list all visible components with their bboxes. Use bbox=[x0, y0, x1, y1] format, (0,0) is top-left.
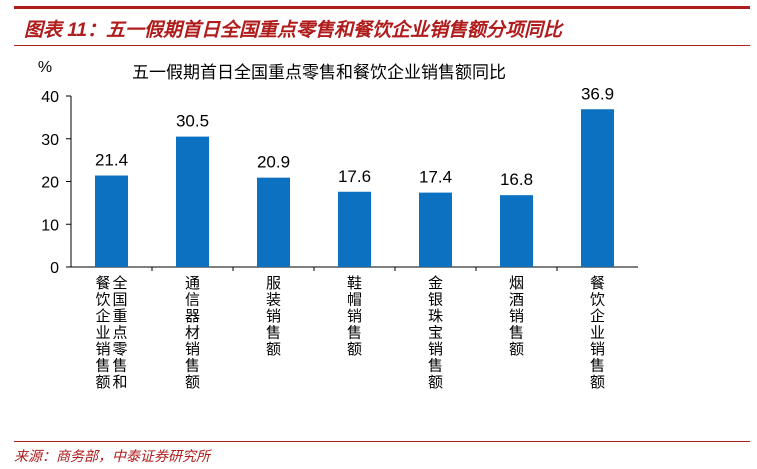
x-category-char: 销 bbox=[185, 341, 200, 358]
bar-value-label: 21.4 bbox=[95, 151, 128, 170]
x-category-char: 餐 bbox=[95, 275, 110, 292]
x-category-char: 信 bbox=[185, 292, 200, 309]
x-category-char: 通 bbox=[185, 275, 200, 292]
x-category-char: 额 bbox=[509, 341, 524, 358]
x-category-char: 材 bbox=[185, 325, 200, 342]
x-category-char: 售 bbox=[590, 358, 605, 375]
x-category-label: 全国重点零售和 餐饮企业销售额 bbox=[95, 274, 127, 391]
x-category-char: 额 bbox=[428, 374, 443, 391]
y-axis-unit-label: % bbox=[38, 59, 52, 76]
x-category-char: 银 bbox=[428, 292, 443, 309]
x-category-char: 饮 bbox=[590, 292, 605, 309]
bar bbox=[500, 195, 533, 267]
x-category-char: 宝 bbox=[428, 325, 443, 342]
x-category-char: 烟 bbox=[509, 275, 524, 292]
bar-value-label: 16.8 bbox=[500, 170, 533, 189]
x-category-char: 售 bbox=[266, 325, 281, 342]
x-category-char: 器 bbox=[185, 308, 200, 325]
x-category-char: 销 bbox=[590, 341, 605, 358]
x-category-char: 和 bbox=[112, 374, 127, 391]
x-category-char: 售 bbox=[95, 358, 110, 375]
x-category-char: 额 bbox=[185, 374, 200, 391]
bar bbox=[419, 192, 452, 267]
bar-value-label: 20.9 bbox=[257, 153, 290, 172]
bar-series: 21.4 30.5 20.9 17.6 17.4 16.8 36.9 bbox=[95, 84, 614, 267]
x-category-char: 售 bbox=[347, 325, 362, 342]
x-axis-labels: 全国重点零售和餐饮企业销售额通信器材销售额服装销售额鞋帽销售额金银珠宝销售额烟酒… bbox=[95, 267, 605, 391]
x-category-char: 业 bbox=[590, 325, 605, 342]
x-category-char: 销 bbox=[347, 308, 362, 325]
figure-title: 图表 11：五一假期首日全国重点零售和餐饮企业销售额分项同比 bbox=[24, 20, 563, 41]
x-category-char: 装 bbox=[266, 292, 281, 309]
x-category-char: 额 bbox=[95, 374, 110, 391]
bar-value-label: 30.5 bbox=[176, 112, 209, 131]
x-category-char: 销 bbox=[266, 308, 281, 325]
x-category-char: 企 bbox=[95, 307, 110, 325]
figure-header: 图表 11：五一假期首日全国重点零售和餐饮企业销售额分项同比 bbox=[14, 6, 750, 46]
chart-title: 五一假期首日全国重点零售和餐饮企业销售额同比 bbox=[132, 63, 506, 82]
y-axis-ticks: 0 10 20 30 40 bbox=[41, 89, 71, 277]
x-category-char: 饮 bbox=[95, 292, 110, 309]
bar bbox=[176, 136, 209, 267]
y-tick-label: 40 bbox=[41, 89, 59, 106]
x-category-char: 销 bbox=[428, 341, 443, 358]
bar bbox=[257, 177, 290, 267]
bar-chart: 五一假期首日全国重点零售和餐饮企业销售额同比 % 0 10 20 30 40 21.4 3… bbox=[38, 59, 638, 391]
x-category-char: 售 bbox=[509, 325, 524, 342]
x-category-char: 额 bbox=[347, 341, 362, 358]
x-category-char: 重 bbox=[112, 308, 127, 325]
bar bbox=[95, 175, 128, 267]
x-category-char: 珠 bbox=[428, 308, 443, 325]
x-category-char: 销 bbox=[95, 341, 110, 358]
bar-value-label: 17.4 bbox=[419, 168, 452, 187]
x-category-char: 酒 bbox=[509, 292, 524, 309]
x-category-char: 点 bbox=[112, 325, 127, 342]
y-tick-label: 10 bbox=[41, 217, 59, 234]
bar bbox=[581, 109, 614, 267]
source-note: 来源：商务部，中泰证券研究所 bbox=[14, 441, 750, 466]
x-category-char: 售 bbox=[428, 358, 443, 375]
y-tick-label: 30 bbox=[41, 132, 59, 149]
x-category-char: 售 bbox=[112, 358, 127, 375]
x-category-char: 帽 bbox=[347, 292, 362, 309]
x-category-char: 额 bbox=[266, 341, 281, 358]
bar-value-label: 17.6 bbox=[338, 167, 371, 186]
x-category-char: 业 bbox=[95, 325, 110, 342]
y-tick-label: 0 bbox=[50, 260, 59, 277]
x-category-label: 餐饮企业销售额 bbox=[590, 275, 605, 391]
x-category-char: 销 bbox=[509, 308, 524, 325]
x-category-char: 全 bbox=[112, 274, 127, 292]
y-tick-label: 20 bbox=[41, 175, 59, 192]
x-category-char: 零 bbox=[112, 341, 127, 358]
bar-value-label: 36.9 bbox=[581, 84, 614, 103]
x-category-char: 餐 bbox=[590, 275, 605, 292]
x-category-char: 企 bbox=[590, 307, 605, 325]
x-category-char: 鞋 bbox=[347, 275, 362, 292]
bar bbox=[338, 191, 371, 267]
x-category-char: 售 bbox=[185, 358, 200, 375]
x-category-char: 国 bbox=[112, 292, 127, 309]
x-category-char: 金 bbox=[428, 275, 443, 292]
x-category-char: 服 bbox=[266, 275, 281, 292]
chart-area: 五一假期首日全国重点零售和餐饮企业销售额同比 % 0 10 20 30 40 21.4 3… bbox=[14, 50, 750, 440]
x-category-char: 额 bbox=[590, 374, 605, 391]
